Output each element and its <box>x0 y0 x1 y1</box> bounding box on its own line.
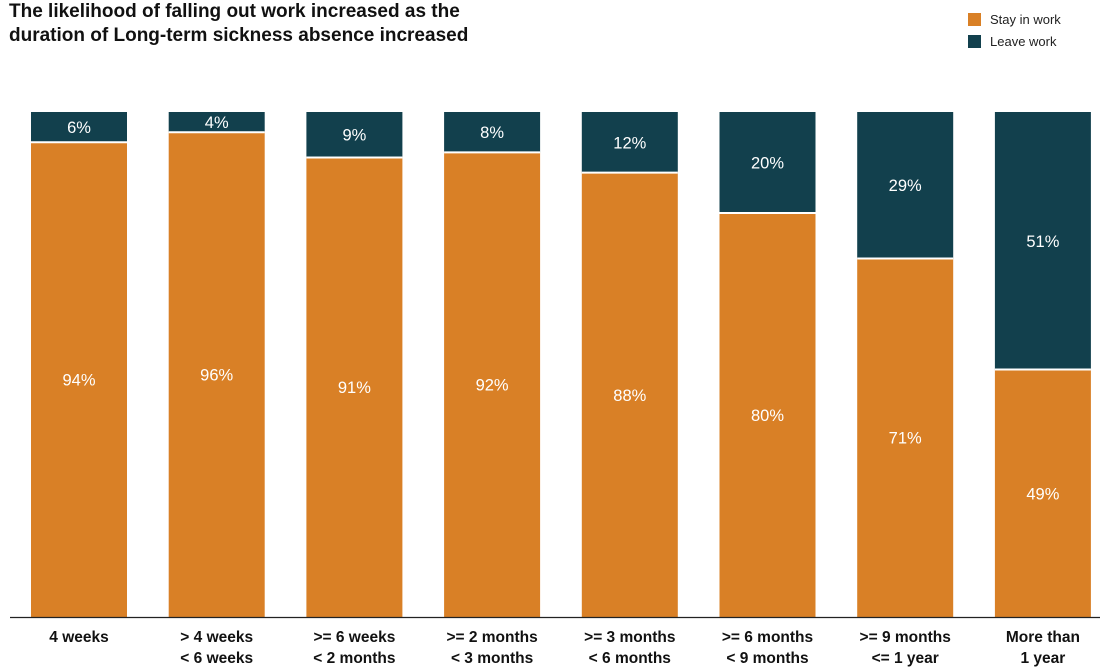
data-label-stay-in-work: 88% <box>613 387 646 405</box>
bar-stay-in-work <box>857 258 954 617</box>
data-label-stay-in-work: 96% <box>200 367 233 385</box>
bar-leave-work <box>857 112 954 259</box>
x-tick-label: > 4 weeks < 6 weeks <box>180 629 253 667</box>
data-label-stay-in-work: 49% <box>1026 485 1059 503</box>
x-tick-label: More than 1 year <box>1006 629 1080 667</box>
legend-swatch-stay <box>968 12 981 26</box>
legend-label-leave: Leave work <box>990 33 1057 49</box>
bar-leave-work <box>581 112 678 173</box>
bar-leave-work <box>168 112 265 133</box>
legend-swatch-leave <box>968 34 981 48</box>
data-label-leave-work: 8% <box>480 124 504 142</box>
data-label-leave-work: 12% <box>613 134 646 152</box>
bar-leave-work <box>994 112 1091 370</box>
data-label-stay-in-work: 71% <box>889 430 922 448</box>
x-tick-label: >= 9 months <= 1 year <box>860 629 951 667</box>
data-label-leave-work: 51% <box>1026 233 1059 251</box>
data-label-leave-work: 29% <box>889 177 922 195</box>
legend-item-stay: Stay in work <box>968 8 1061 30</box>
legend-item-leave: Leave work <box>968 30 1061 52</box>
bar-leave-work <box>444 112 541 153</box>
bar-stay-in-work <box>31 142 127 618</box>
x-tick-label: >= 3 months < 6 months <box>584 629 675 667</box>
bar-stay-in-work <box>444 152 541 617</box>
data-label-stay-in-work: 92% <box>476 377 509 395</box>
bar-stay-in-work <box>719 213 816 617</box>
chart-title: The likelihood of falling out work incre… <box>9 1 469 46</box>
bar-stay-in-work <box>581 172 678 617</box>
data-label-stay-in-work: 91% <box>338 379 371 397</box>
x-tick-label: >= 2 months < 3 months <box>446 629 537 667</box>
bar-stay-in-work <box>306 157 403 617</box>
bar-stay-in-work <box>168 132 265 617</box>
data-label-stay-in-work: 94% <box>62 372 95 390</box>
x-tick-label: >= 6 weeks < 2 months <box>313 629 395 667</box>
data-label-leave-work: 20% <box>751 155 784 173</box>
legend-label-stay: Stay in work <box>990 11 1061 27</box>
x-tick-label: >= 6 months < 9 months <box>722 629 813 667</box>
data-label-leave-work: 9% <box>342 127 366 145</box>
legend: Stay in work Leave work <box>968 8 1061 52</box>
data-label-leave-work: 4% <box>205 114 229 132</box>
bar-leave-work <box>719 112 816 213</box>
data-label-stay-in-work: 80% <box>751 407 784 425</box>
bar-stay-in-work <box>994 369 1091 617</box>
bar-leave-work <box>306 112 403 158</box>
bar-leave-work <box>31 112 127 143</box>
data-label-leave-work: 6% <box>67 119 91 137</box>
x-tick-label: 4 weeks <box>49 629 108 646</box>
